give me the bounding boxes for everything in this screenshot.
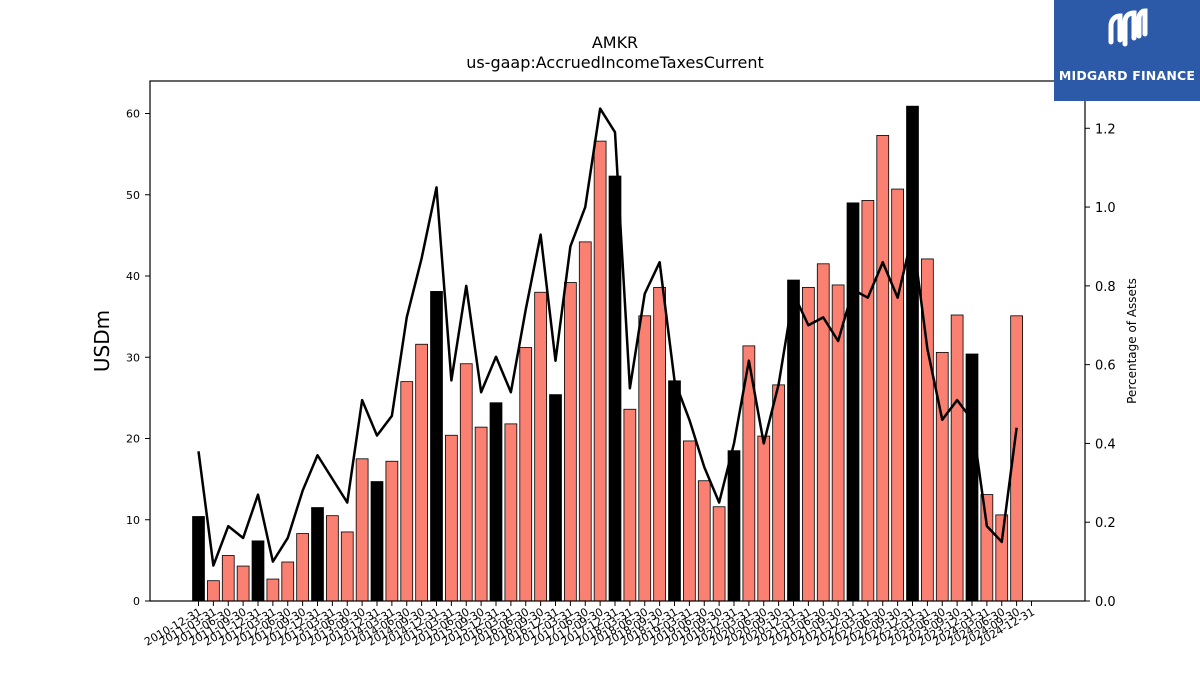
bar-2022-06-30 [876,135,890,602]
bar-2012-12-31 [311,507,324,602]
bar-2018-09-30 [653,286,666,602]
y2-axis-label: Percentage of Assets [1125,278,1139,404]
y2-tick-label: 0.8 [1095,280,1116,295]
bar-2019-12-31 [727,450,741,602]
y2-tick-label: 0.0 [1095,595,1116,610]
chart-subtitle: us-gaap:AccruedIncomeTaxesCurrent [466,53,764,72]
bar-2024-03-31 [980,494,994,602]
bar-2017-03-31 [564,282,577,602]
bar-2016-09-30 [534,291,547,602]
pct-of-assets-line [197,107,1018,567]
midgard-logo-icon [1108,8,1148,47]
bar-2012-03-31 [266,578,280,602]
bar-2018-03-31 [623,408,637,602]
bar-2015-12-31 [489,402,503,602]
bar-2021-03-31 [802,286,815,602]
bar-2014-03-31 [385,460,399,602]
y-tick-label: 30 [126,351,140,364]
bar-2011-06-30 [221,555,235,602]
bar-2011-03-31 [207,580,220,602]
bar-2012-09-30 [296,533,309,602]
bar-2022-12-31 [906,105,919,602]
bar-2017-12-31 [608,175,622,602]
y-tick-label: 50 [126,189,140,202]
bar-2014-12-31 [430,291,443,602]
bar-2023-06-30 [935,351,949,602]
bar-2017-09-30 [593,140,607,602]
bar-2011-09-30 [236,565,250,602]
y2-tick-label: 0.4 [1095,437,1116,452]
bar-2010-12-31 [192,516,205,602]
bar-2015-09-30 [474,426,488,602]
bar-2021-12-31 [846,202,860,602]
y2-tick-label: 1.2 [1095,122,1116,137]
bar-2022-09-30 [891,188,904,602]
chart-title: AMKR [592,33,638,52]
bar-2020-12-31 [787,279,800,602]
axes: 01020304050600.00.20.40.60.81.01.22010-1… [126,80,1116,649]
bar-2020-09-30 [772,384,785,602]
bar-2019-03-31 [683,440,696,602]
y-tick-label: 40 [126,270,140,283]
bar-2018-06-30 [638,315,652,602]
bar-2013-03-31 [326,515,339,602]
bar-2018-12-31 [668,380,681,602]
bar-2021-06-30 [816,263,830,602]
y2-tick-label: 0.2 [1095,516,1116,531]
bar-2015-03-31 [445,434,458,602]
bar-2016-06-30 [519,347,533,602]
bar-2016-12-31 [549,394,562,602]
y-axis-label: USDm [90,310,114,372]
y-tick-label: 0 [133,595,140,608]
bar-2017-06-30 [578,241,592,602]
bar-2016-03-31 [504,423,518,602]
bar-2020-06-30 [757,435,771,602]
y-tick-label: 20 [126,433,140,446]
bar-2022-03-31 [861,200,875,602]
bar-2013-06-30 [340,531,354,602]
bar-2014-09-30 [415,343,428,602]
bar-group [192,105,1023,602]
brand-name: MIDGARD FINANCE [1058,68,1196,83]
bar-2013-12-31 [370,481,384,602]
bar-2023-09-30 [950,314,964,602]
bar-2011-12-31 [251,540,265,602]
bar-2012-06-30 [281,561,295,602]
y2-tick-label: 0.6 [1095,359,1116,374]
plot-frame [149,80,1086,602]
bar-2013-09-30 [355,458,369,602]
brand-logo: MIDGARD FINANCE [1054,0,1200,101]
bar-2014-06-30 [400,381,414,602]
y2-tick-label: 1.0 [1095,201,1116,216]
y-tick-label: 60 [126,108,140,121]
line-layer [197,107,1018,567]
bar-2019-06-30 [697,480,711,602]
bar-2015-06-30 [459,363,473,602]
bar-2019-09-30 [712,506,726,602]
bar-2024-06-30 [995,514,1009,602]
y-tick-label: 10 [126,514,140,527]
bar-2023-12-31 [965,353,979,602]
